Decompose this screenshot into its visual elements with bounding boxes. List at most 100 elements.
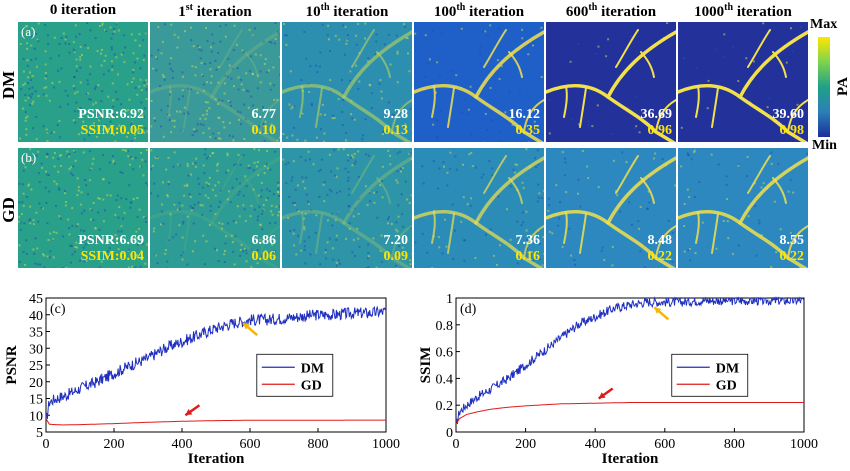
column-header-4: 600th iteration [546, 2, 676, 21]
column-header-main: 1 [178, 4, 186, 20]
column-header-sup: th [456, 2, 465, 13]
column-header-sup: th [724, 2, 733, 13]
colorbar-max-label: Max [810, 17, 837, 33]
plot-frame [456, 298, 804, 432]
ssim-value: 0.35 [516, 123, 541, 139]
ssim-value: 0.22 [648, 249, 673, 265]
panel-tag: (b) [21, 150, 36, 166]
column-header-2: 10th iteration [282, 2, 412, 21]
column-header-rest: iteration [193, 4, 252, 20]
ssim-value: 0.10 [252, 123, 277, 139]
column-header-main: 1000 [694, 4, 724, 20]
y-tick-label: 40 [29, 309, 43, 324]
y-tick-label: 0.8 [436, 319, 454, 334]
column-header-main: 10 [306, 4, 321, 20]
y-tick-label: 35 [29, 326, 43, 341]
x-tick-label: 1000 [372, 437, 400, 452]
x-tick-label: 1000 [790, 437, 818, 452]
y-tick-label: 10 [29, 409, 43, 424]
column-header-rest: iteration [597, 4, 656, 20]
column-header-3: 100th iteration [414, 2, 544, 21]
column-header-sup: st [186, 2, 193, 13]
ssim-value: 0.22 [780, 249, 805, 265]
ssim-value: 0.16 [516, 249, 541, 265]
colorbar-min-label: Min [812, 138, 837, 154]
column-header-main: 100 [434, 4, 457, 20]
panel-tag: (d) [460, 302, 477, 317]
column-header-rest: iteration [733, 4, 792, 20]
x-tick-label: 0 [453, 437, 460, 452]
psnr-value: 16.12 [509, 107, 541, 123]
x-tick-label: 600 [654, 437, 675, 452]
column-header-main: 0 iteration [50, 2, 116, 18]
y-tick-label: 20 [29, 376, 43, 391]
x-tick-label: 0 [43, 437, 50, 452]
psnr-value: 7.20 [384, 233, 409, 249]
psnr-value: 36.69 [641, 107, 673, 123]
psnr-value: PSNR:6.69 [78, 233, 144, 249]
ssim-value: 0.98 [780, 123, 805, 139]
y-axis-label: PSNR [4, 345, 20, 384]
ssim-value: 0.09 [384, 249, 409, 265]
column-header-main: 600 [566, 4, 589, 20]
ssim-value: SSIM:0.04 [81, 249, 144, 265]
y-tick-label: 45 [29, 292, 43, 307]
column-header-sup: th [588, 2, 597, 13]
psnr-value: PSNR:6.92 [78, 107, 144, 123]
column-header-5: 1000th iteration [678, 2, 808, 21]
y-tick-label: 25 [29, 359, 43, 374]
psnr-value: 39.60 [773, 107, 805, 123]
psnr-value: 7.36 [516, 233, 541, 249]
colorbar [818, 37, 830, 137]
legend-label: GD [716, 378, 737, 393]
column-header-rest: iteration [330, 4, 389, 20]
ssim-value: 0.06 [252, 249, 277, 265]
x-tick-label: 800 [724, 437, 745, 452]
ssim-value: 0.96 [648, 123, 673, 139]
column-header-0: 0 iteration [18, 2, 148, 19]
psnr-value: 9.28 [384, 107, 409, 123]
psnr-value: 6.86 [252, 233, 277, 249]
psnr-value: 8.55 [780, 233, 805, 249]
row-label-dm: DM [0, 70, 19, 100]
ssim-value: SSIM:0.05 [81, 123, 144, 139]
legend-label: DM [301, 361, 324, 376]
ssim-value: 0.13 [384, 123, 409, 139]
column-header-sup: th [321, 2, 330, 13]
x-tick-label: 800 [308, 437, 329, 452]
column-header-rest: iteration [465, 4, 524, 20]
y-tick-label: 0.6 [436, 346, 454, 361]
y-tick-label: 15 [29, 393, 43, 408]
psnr-value: 8.48 [648, 233, 673, 249]
column-header-1: 1st iteration [150, 2, 280, 21]
x-axis-label: Iteration [188, 451, 245, 466]
legend-label: DM [716, 361, 739, 376]
y-axis-label: SSIM [418, 347, 434, 384]
row-label-gd: GD [0, 195, 19, 225]
y-tick-label: 0.4 [436, 372, 454, 387]
x-tick-label: 400 [172, 437, 193, 452]
legend-label: GD [301, 378, 322, 393]
y-tick-label: 30 [29, 342, 43, 357]
psnr-value: 6.77 [252, 107, 277, 123]
y-tick-label: 1 [446, 292, 453, 307]
panel-tag: (c) [50, 302, 66, 317]
y-tick-label: 0.2 [436, 399, 454, 414]
panel-tag: (a) [21, 24, 35, 40]
